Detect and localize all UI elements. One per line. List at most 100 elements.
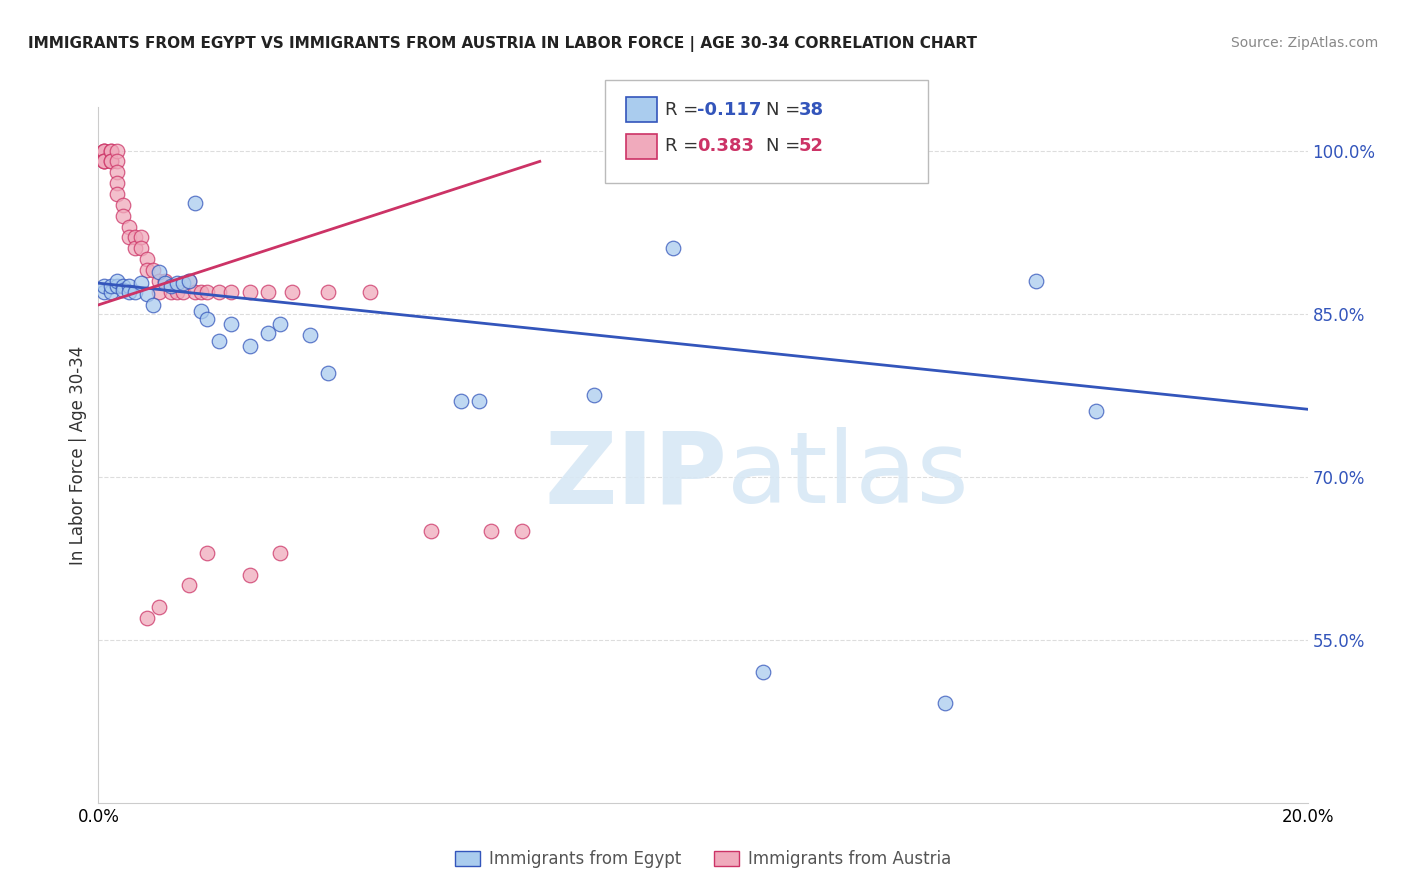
Point — [420, 524, 443, 538]
Point — [129, 230, 152, 244]
Point — [160, 279, 183, 293]
Text: N =: N = — [766, 137, 806, 155]
Point — [195, 546, 218, 560]
Point — [135, 611, 157, 625]
Point — [93, 144, 115, 158]
Point — [105, 176, 128, 190]
Point — [269, 546, 291, 560]
Point — [105, 187, 128, 202]
Point — [105, 144, 128, 158]
Point — [93, 154, 115, 169]
Point — [221, 285, 243, 299]
Text: R =: R = — [665, 137, 704, 155]
Point — [661, 241, 683, 255]
Point — [316, 367, 339, 381]
Point — [111, 198, 134, 212]
Point — [118, 285, 141, 299]
Point — [190, 304, 212, 318]
Point — [256, 326, 278, 340]
Point — [195, 285, 218, 299]
Point — [135, 287, 157, 301]
Text: IMMIGRANTS FROM EGYPT VS IMMIGRANTS FROM AUSTRIA IN LABOR FORCE | AGE 30-34 CORR: IMMIGRANTS FROM EGYPT VS IMMIGRANTS FROM… — [28, 36, 977, 52]
Point — [105, 165, 128, 179]
Point — [299, 328, 322, 343]
Point — [153, 276, 176, 290]
Point — [184, 285, 207, 299]
Point — [93, 154, 115, 169]
Point — [93, 144, 115, 158]
Point — [221, 318, 243, 332]
Y-axis label: In Labor Force | Age 30-34: In Labor Force | Age 30-34 — [69, 345, 87, 565]
Point — [166, 285, 188, 299]
Point — [100, 144, 122, 158]
Point — [105, 274, 128, 288]
Text: -0.117: -0.117 — [697, 101, 762, 119]
Point — [124, 230, 146, 244]
Point — [118, 219, 141, 234]
Point — [111, 283, 134, 297]
Point — [583, 388, 606, 402]
Point — [105, 279, 128, 293]
Point — [100, 279, 122, 293]
Point — [105, 154, 128, 169]
Point — [135, 252, 157, 267]
Point — [179, 274, 201, 288]
Text: R =: R = — [665, 101, 704, 119]
Point — [239, 567, 262, 582]
Point — [239, 285, 262, 299]
Point — [111, 209, 134, 223]
Point — [190, 285, 212, 299]
Text: atlas: atlas — [727, 427, 969, 524]
Point — [100, 154, 122, 169]
Point — [468, 393, 491, 408]
Text: Source: ZipAtlas.com: Source: ZipAtlas.com — [1230, 36, 1378, 50]
Point — [256, 285, 278, 299]
Point — [129, 276, 152, 290]
Point — [111, 279, 134, 293]
Point — [118, 279, 141, 293]
Point — [360, 285, 382, 299]
Text: 0.383: 0.383 — [697, 137, 755, 155]
Point — [148, 600, 170, 615]
Point — [100, 154, 122, 169]
Point — [752, 665, 775, 680]
Point — [208, 334, 231, 348]
Legend: Immigrants from Egypt, Immigrants from Austria: Immigrants from Egypt, Immigrants from A… — [449, 844, 957, 875]
Point — [142, 263, 165, 277]
Point — [160, 285, 183, 299]
Point — [93, 285, 115, 299]
Point — [129, 241, 152, 255]
Text: N =: N = — [766, 101, 806, 119]
Point — [195, 312, 218, 326]
Point — [172, 285, 194, 299]
Point — [166, 276, 188, 290]
Point — [100, 144, 122, 158]
Point — [481, 524, 503, 538]
Point — [1024, 274, 1046, 288]
Point — [100, 285, 122, 299]
Point — [179, 578, 201, 592]
Point — [124, 241, 146, 255]
Point — [239, 339, 262, 353]
Point — [142, 298, 165, 312]
Point — [148, 285, 170, 299]
Point — [153, 274, 176, 288]
Point — [269, 318, 291, 332]
Point — [316, 285, 339, 299]
Point — [93, 144, 115, 158]
Point — [148, 274, 170, 288]
Point — [1085, 404, 1108, 418]
Point — [208, 285, 231, 299]
Point — [148, 265, 170, 279]
Point — [118, 230, 141, 244]
Point — [93, 154, 115, 169]
Point — [450, 393, 472, 408]
Text: 52: 52 — [799, 137, 824, 155]
Point — [934, 696, 956, 710]
Point — [510, 524, 533, 538]
Point — [124, 285, 146, 299]
Point — [93, 279, 115, 293]
Point — [281, 285, 304, 299]
Point — [135, 263, 157, 277]
Point — [179, 274, 201, 288]
